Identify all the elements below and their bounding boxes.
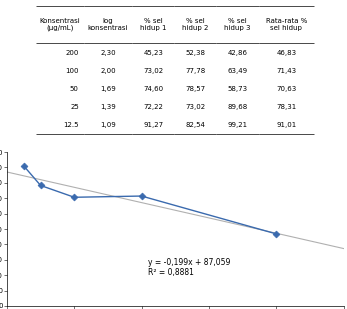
Text: y = -0,199x + 87,059
R² = 0,8881: y = -0,199x + 87,059 R² = 0,8881 — [148, 258, 231, 277]
